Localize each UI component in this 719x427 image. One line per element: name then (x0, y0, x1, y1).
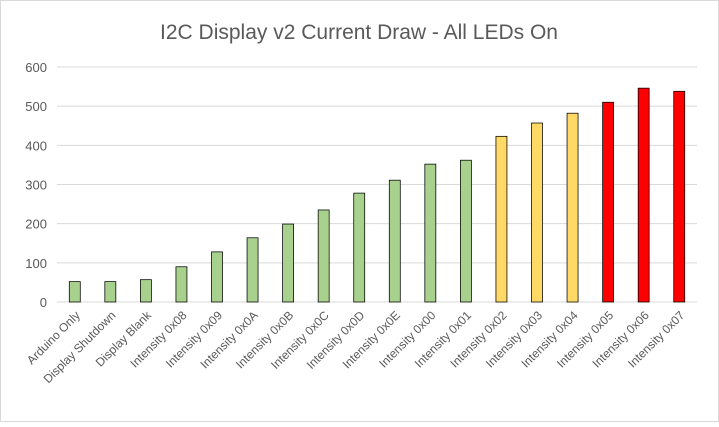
bar-7 (282, 223, 294, 303)
bar-14 (531, 122, 543, 303)
y-axis-tick-labels: 0 100 200 300 400 500 600 (25, 60, 47, 310)
gridlines (57, 66, 697, 303)
bar-10 (388, 179, 401, 303)
bar-3 (140, 279, 152, 303)
bar-8 (317, 209, 330, 303)
y-tick-label: 0 (40, 295, 47, 310)
bar-12 (460, 159, 472, 303)
bar-2 (104, 281, 117, 303)
bar-15 (566, 112, 579, 303)
bar-5 (211, 251, 223, 303)
bar-4 (175, 266, 188, 303)
y-tick-label: 500 (25, 99, 47, 114)
bar-6 (246, 237, 259, 303)
y-tick-label: 600 (25, 60, 47, 75)
bar-16 (602, 101, 614, 303)
bar-1 (68, 281, 81, 303)
bar-17 (637, 87, 650, 303)
bar-13 (495, 135, 508, 303)
bar-18 (673, 90, 686, 303)
y-tick-label: 400 (25, 138, 47, 153)
bar-9 (353, 192, 366, 303)
chart-title: I2C Display v2 Current Draw - All LEDs O… (160, 21, 558, 44)
bars (68, 87, 686, 303)
y-tick-label: 100 (25, 256, 47, 271)
y-tick-label: 200 (25, 217, 47, 232)
bar-11 (424, 163, 437, 303)
y-tick-label: 300 (25, 178, 47, 193)
